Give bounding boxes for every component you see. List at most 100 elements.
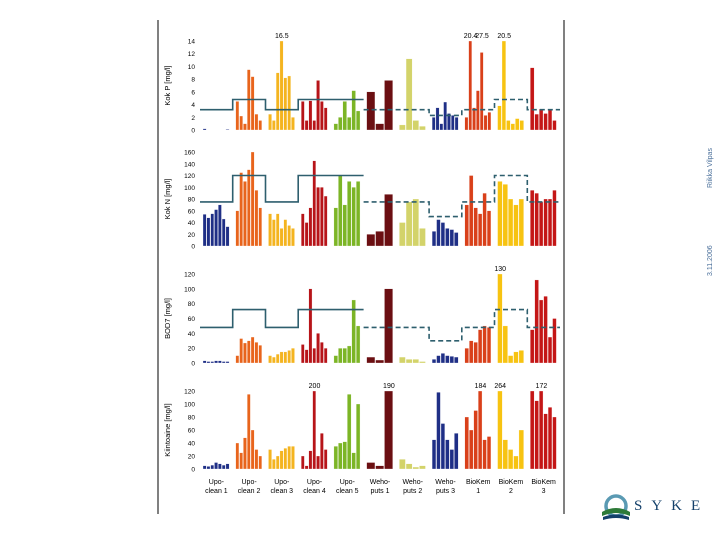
bar (250, 76, 255, 131)
bar (258, 455, 263, 470)
bar (502, 325, 508, 364)
bar (405, 201, 413, 247)
bar (405, 359, 413, 364)
bar (508, 355, 514, 364)
bar (320, 187, 324, 247)
bar (445, 355, 450, 364)
bar (431, 439, 437, 470)
bar (268, 355, 272, 364)
x-category-label: clean 1 (205, 488, 228, 495)
bar (272, 356, 276, 364)
bar (210, 464, 215, 470)
bar (304, 222, 309, 247)
bar (543, 413, 548, 470)
bar (218, 360, 222, 364)
y-tick-label: 14 (188, 39, 196, 46)
bar (247, 340, 251, 364)
bar (206, 466, 211, 470)
bar (312, 160, 317, 247)
bar (431, 231, 437, 247)
bar (530, 190, 535, 247)
bar (272, 219, 276, 247)
bar (291, 348, 295, 364)
bar (473, 410, 478, 470)
bar (384, 194, 393, 247)
y-tick-label: 80 (188, 301, 196, 308)
overflow-value-label: 190 (383, 383, 395, 390)
y-tick-label: 60 (188, 428, 196, 435)
bar (250, 336, 255, 364)
bar (283, 351, 288, 364)
bar (518, 198, 524, 247)
bar (323, 195, 328, 247)
bar (202, 128, 207, 131)
bar (405, 58, 413, 131)
bar (449, 229, 454, 247)
bar (272, 120, 276, 131)
bar (351, 452, 356, 470)
overflow-value-label: 200 (309, 383, 321, 390)
bar (543, 296, 548, 364)
bar (431, 117, 436, 131)
bar (436, 355, 441, 364)
bar (301, 344, 305, 364)
bar (275, 72, 280, 131)
bar (351, 187, 356, 247)
bar (445, 228, 450, 247)
bar (478, 390, 483, 470)
bar (301, 213, 305, 247)
bar (547, 198, 553, 247)
bar (375, 231, 385, 247)
bar (543, 113, 548, 131)
x-category-label: Weho- (402, 479, 423, 486)
bar (539, 299, 544, 364)
bar (464, 416, 469, 470)
bar (338, 175, 343, 247)
bar (366, 462, 376, 470)
bar (530, 329, 535, 364)
bar (552, 416, 557, 470)
bar (243, 181, 247, 247)
overflow-value-label: 130 (494, 266, 506, 273)
bar (342, 204, 347, 247)
bar (235, 442, 240, 470)
bar (468, 40, 473, 131)
bar (502, 439, 508, 470)
y-tick-label: 20 (188, 232, 196, 239)
bar (283, 77, 288, 131)
x-category-label: Upo- (242, 479, 258, 486)
y-tick-label: 20 (188, 346, 196, 353)
bar (218, 204, 222, 247)
bar (513, 204, 519, 247)
bar (243, 342, 247, 364)
bar (464, 117, 469, 131)
y-tick-label: 140 (184, 161, 195, 168)
x-category-label: Upo- (307, 479, 323, 486)
bar (275, 455, 280, 470)
y-tick-label: 60 (188, 208, 196, 215)
bar (308, 100, 313, 131)
y-axis-label: Kok N [mg/l] (163, 179, 172, 220)
limit-line-dashed (363, 174, 560, 218)
bar (513, 455, 519, 470)
x-category-label: puts 3 (436, 488, 455, 495)
bar (225, 129, 230, 131)
syke-logo-text: SYKE (634, 498, 710, 514)
bar (210, 361, 215, 364)
bar (399, 124, 406, 131)
y-tick-label: 80 (188, 415, 196, 422)
y-tick-label: 0 (191, 361, 195, 368)
y-tick-label: 100 (184, 286, 195, 293)
bar (384, 390, 393, 470)
x-category-label: BioKem (466, 479, 491, 486)
bar (486, 327, 492, 364)
bar (333, 446, 338, 470)
bar (239, 115, 243, 131)
bar (323, 348, 328, 364)
bar (530, 390, 535, 470)
y-tick-label: 12 (188, 51, 196, 58)
bar (469, 429, 474, 470)
bar (483, 115, 488, 131)
bar (312, 120, 317, 131)
y-tick-label: 120 (184, 173, 195, 180)
